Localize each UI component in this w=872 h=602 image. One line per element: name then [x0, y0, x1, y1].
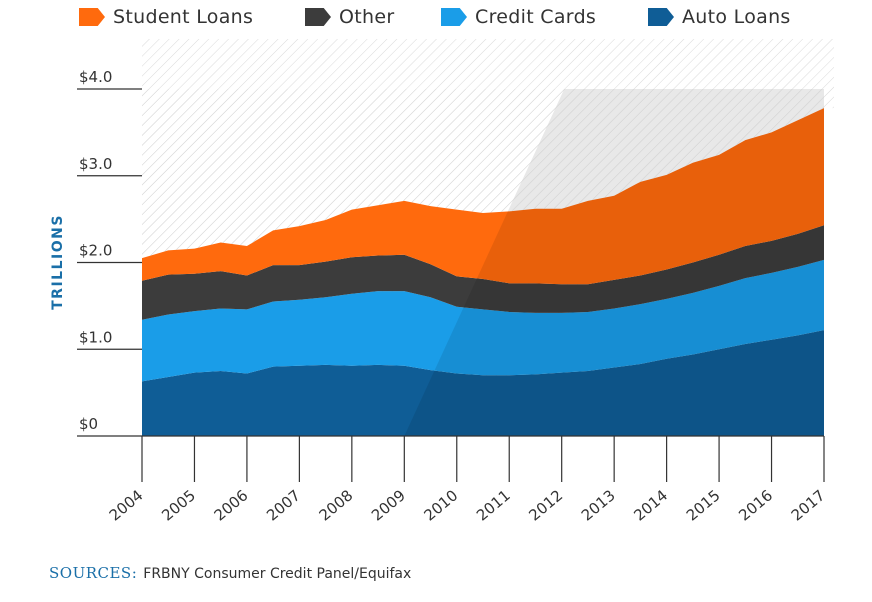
- legend-swatch-student-loans: [79, 8, 105, 26]
- legend-item-student-loans: Student Loans: [79, 3, 253, 31]
- x-tick-label: 2004: [106, 486, 147, 524]
- y-tick-label: $0: [79, 415, 98, 433]
- sources-label: SOURCES:: [49, 564, 138, 582]
- y-tick-label: $2.0: [79, 242, 112, 260]
- x-tick-label: 2005: [158, 486, 199, 524]
- shade-overlay: [142, 39, 834, 436]
- legend-swatch-other: [305, 8, 331, 26]
- x-tick-label: 2014: [630, 486, 671, 524]
- x-tick-label: 2012: [525, 486, 566, 524]
- area-other: [142, 225, 824, 320]
- x-tick-label: 2006: [211, 486, 252, 524]
- area-auto-loans: [142, 330, 824, 436]
- y-tick-label: $1.0: [79, 328, 112, 346]
- shade-mask-top: [142, 39, 834, 259]
- y-tick-label: $4.0: [79, 68, 112, 86]
- legend-label-other: Other: [339, 6, 395, 28]
- legend-item-auto-loans: Auto Loans: [648, 3, 791, 31]
- sources-text: FRBNY Consumer Credit Panel/Equifax: [143, 566, 412, 582]
- legend-label-student-loans: Student Loans: [113, 6, 254, 28]
- area-series-group: [142, 108, 824, 436]
- x-tick-label: 2011: [473, 486, 514, 524]
- x-tick-label: 2016: [735, 486, 776, 524]
- sources-note: SOURCES: FRBNY Consumer Credit Panel/Equi…: [49, 564, 411, 582]
- x-tick-label: 2013: [578, 486, 619, 524]
- shade-region: [404, 89, 824, 436]
- x-tick-label: 2009: [368, 486, 409, 524]
- x-tick-label: 2017: [788, 486, 829, 524]
- legend-item-credit-cards: Credit Cards: [441, 3, 596, 31]
- x-tick-label: 2015: [683, 486, 724, 524]
- legend: Student Loans Other Credit Cards Auto Lo…: [0, 0, 872, 34]
- x-axis: 2004 2005 2006 2007 2008 2009 2010 2011 2012 2013…: [106, 436, 829, 525]
- legend-swatch-auto-loans: [648, 8, 674, 26]
- legend-label-auto-loans: Auto Loans: [682, 6, 791, 28]
- y-tick-label: $3.0: [79, 155, 112, 173]
- y-axis-label: TRILLIONS: [50, 214, 66, 310]
- y-axis: $0 $1.0 $2.0 $3.0 $4.0: [77, 68, 824, 437]
- legend-label-credit-cards: Credit Cards: [475, 6, 597, 28]
- legend-swatch-credit-cards: [441, 8, 467, 26]
- x-tick-label: 2008: [316, 486, 357, 524]
- x-tick-label: 2010: [421, 486, 462, 524]
- area-credit-cards: [142, 259, 824, 382]
- x-tick-label: 2007: [263, 486, 304, 524]
- area-student-loans: [142, 108, 824, 285]
- legend-item-other: Other: [305, 3, 394, 31]
